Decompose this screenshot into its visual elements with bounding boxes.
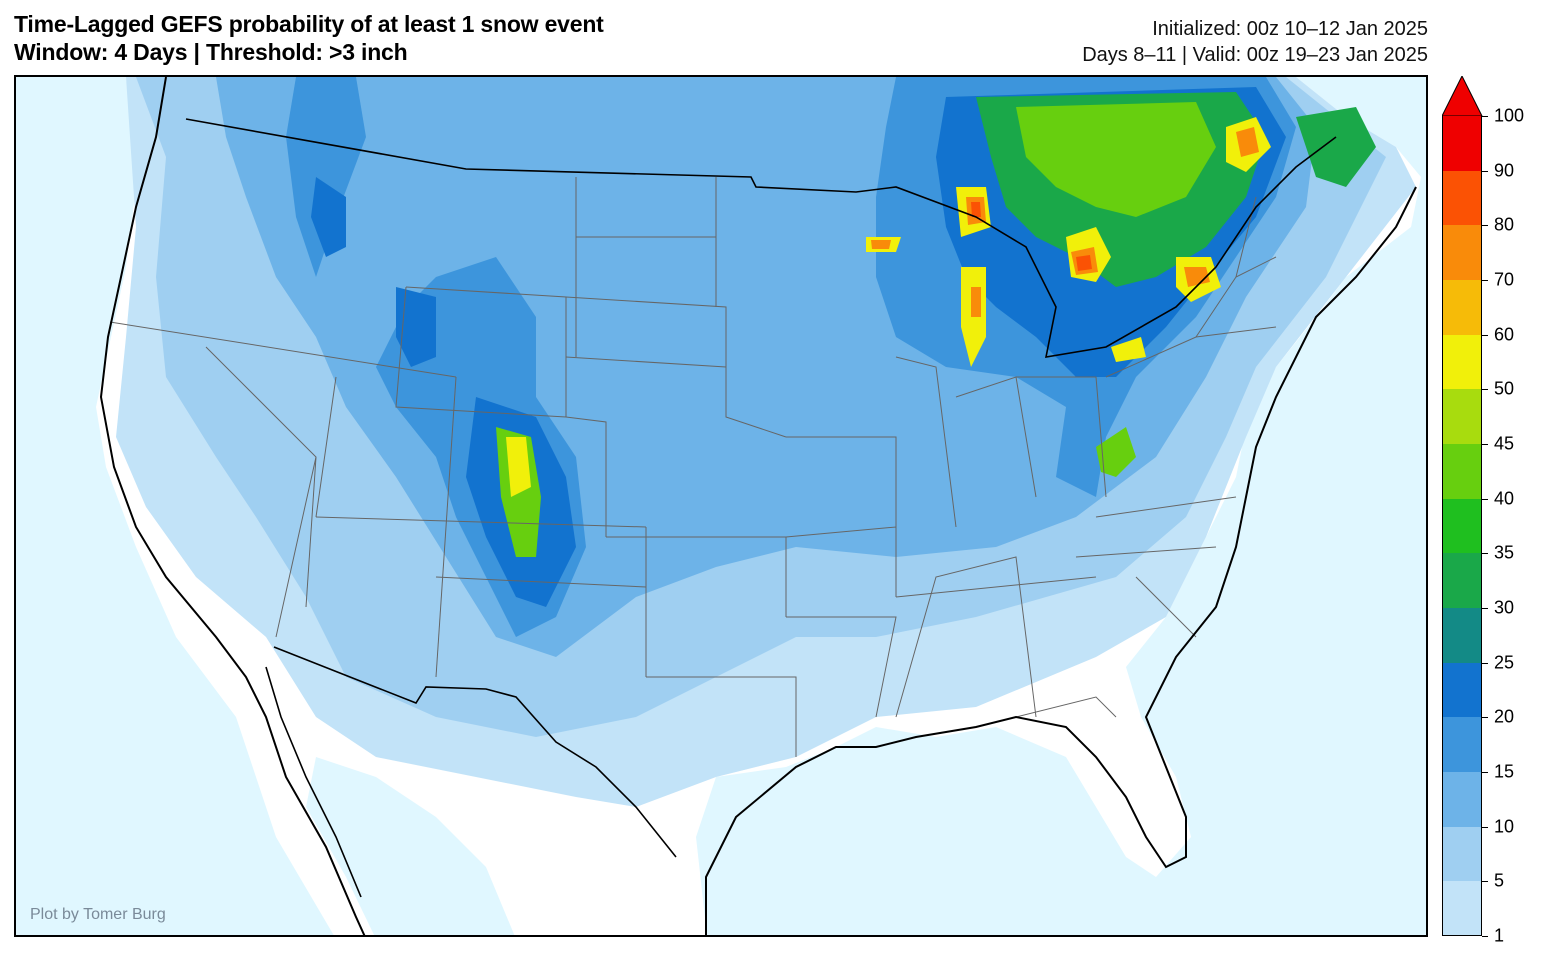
colorbar-tick-label: 100 bbox=[1494, 105, 1525, 126]
colorbar-overflow-arrow bbox=[1442, 76, 1483, 117]
init-time-text: Initialized: 00z 10–12 Jan 2025 bbox=[1152, 18, 1428, 40]
colorbar-tick-mark bbox=[1482, 717, 1488, 719]
colorbar-segment bbox=[1442, 334, 1482, 390]
colorbar-tick-label: 10 bbox=[1494, 816, 1515, 837]
colorbar-tick-label: 50 bbox=[1494, 378, 1515, 399]
colorbar-tick-label: 45 bbox=[1494, 433, 1515, 454]
colorbar-segment bbox=[1442, 116, 1482, 171]
colorbar-segment bbox=[1442, 280, 1482, 335]
valid-time-text: Days 8–11 | Valid: 00z 19–23 Jan 2025 bbox=[1082, 44, 1428, 66]
colorbar-tick-label: 60 bbox=[1494, 324, 1515, 345]
colorbar-tick-label: 80 bbox=[1494, 214, 1515, 235]
colorbar-tick-label: 15 bbox=[1494, 761, 1515, 782]
colorbar-tick-mark bbox=[1482, 334, 1488, 336]
state-borders bbox=[109, 177, 1277, 757]
colorbar-tick-label: 90 bbox=[1494, 160, 1515, 181]
title-block: Time-Lagged GEFS probability of at least… bbox=[14, 10, 604, 66]
colorbar-tick-mark bbox=[1482, 444, 1488, 445]
colorbar-segment bbox=[1442, 225, 1482, 280]
coastline-gulf bbox=[705, 186, 1417, 935]
colorbar-tick-label: 25 bbox=[1494, 652, 1515, 673]
map-subtitle: Window: 4 Days | Threshold: >3 inch bbox=[14, 39, 408, 65]
map-panel bbox=[14, 75, 1428, 937]
map-title: Time-Lagged GEFS probability of at least… bbox=[14, 11, 604, 37]
colorbar-tick-label: 5 bbox=[1494, 870, 1505, 891]
colorbar-tick-label: 30 bbox=[1494, 597, 1515, 618]
colorbar-tick-mark bbox=[1482, 881, 1488, 883]
border-us-mexico bbox=[273, 646, 677, 858]
colorbar-tick-label: 35 bbox=[1494, 542, 1515, 563]
colorbar-segment bbox=[1442, 444, 1482, 499]
colorbar-tick-mark bbox=[1482, 936, 1488, 937]
map-canvas bbox=[96, 77, 1421, 935]
colorbar-tick-mark bbox=[1482, 608, 1488, 609]
colorbar-segment bbox=[1442, 717, 1482, 772]
colorbar: 1 5 10 15 20 25 30 35 40 45 50 60 70 80 90 100 bbox=[1442, 76, 1524, 946]
colorbar-tick-mark bbox=[1482, 280, 1488, 281]
colorbar-segment bbox=[1442, 608, 1482, 663]
colorbar-tick-mark bbox=[1482, 553, 1488, 555]
colorbar-segment bbox=[1442, 498, 1482, 554]
colorbar-segment bbox=[1442, 389, 1482, 444]
prob-shade-80 bbox=[971, 202, 1092, 271]
colorbar-tick-label: 20 bbox=[1494, 706, 1515, 727]
colorbar-tick-mark bbox=[1482, 170, 1488, 172]
plot-credit: Plot by Tomer Burg bbox=[30, 906, 166, 923]
colorbar-segment bbox=[1442, 170, 1482, 226]
colorbar-tick-mark bbox=[1482, 826, 1488, 828]
colorbar-tick-mark bbox=[1482, 498, 1488, 500]
colorbar-segment bbox=[1442, 826, 1482, 882]
colorbar-segment bbox=[1442, 772, 1482, 827]
colorbar-tick-mark bbox=[1482, 116, 1488, 117]
colorbar-segment bbox=[1442, 662, 1482, 718]
init-valid-block: Initialized: 00z 10–12 Jan 2025 Days 8–1… bbox=[1082, 16, 1428, 68]
colorbar-segment bbox=[1442, 553, 1482, 608]
colorbar-tick-mark bbox=[1482, 772, 1488, 773]
colorbar-tick-mark bbox=[1482, 662, 1488, 664]
colorbar-tick-label: 70 bbox=[1494, 269, 1515, 290]
coastline bbox=[99, 77, 366, 935]
colorbar-segment bbox=[1442, 881, 1482, 936]
colorbar-tick-label: 1 bbox=[1494, 925, 1505, 946]
colorbar-tick-mark bbox=[1482, 225, 1488, 227]
colorbar-tick-label: 40 bbox=[1494, 488, 1515, 509]
colorbar-tick-mark bbox=[1482, 389, 1488, 391]
prob-shade-40 bbox=[496, 102, 1216, 557]
border-us-canada bbox=[185, 118, 1337, 358]
coastline-baja bbox=[265, 666, 362, 898]
